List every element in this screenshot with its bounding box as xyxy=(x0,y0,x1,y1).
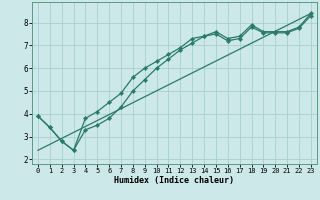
X-axis label: Humidex (Indice chaleur): Humidex (Indice chaleur) xyxy=(115,176,234,185)
